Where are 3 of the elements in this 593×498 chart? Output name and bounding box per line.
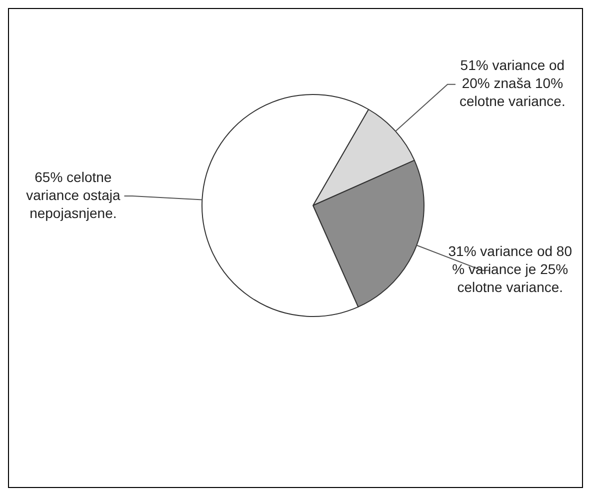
slice-label: 51% variance od 20% znaša 10% celotne variance. [460, 57, 566, 110]
slice-label: 31% variance od 80 % variance je 25% celotne variance. [448, 243, 572, 296]
slice-label: 65% celotne variance ostaja nepojasnjene. [26, 168, 120, 221]
